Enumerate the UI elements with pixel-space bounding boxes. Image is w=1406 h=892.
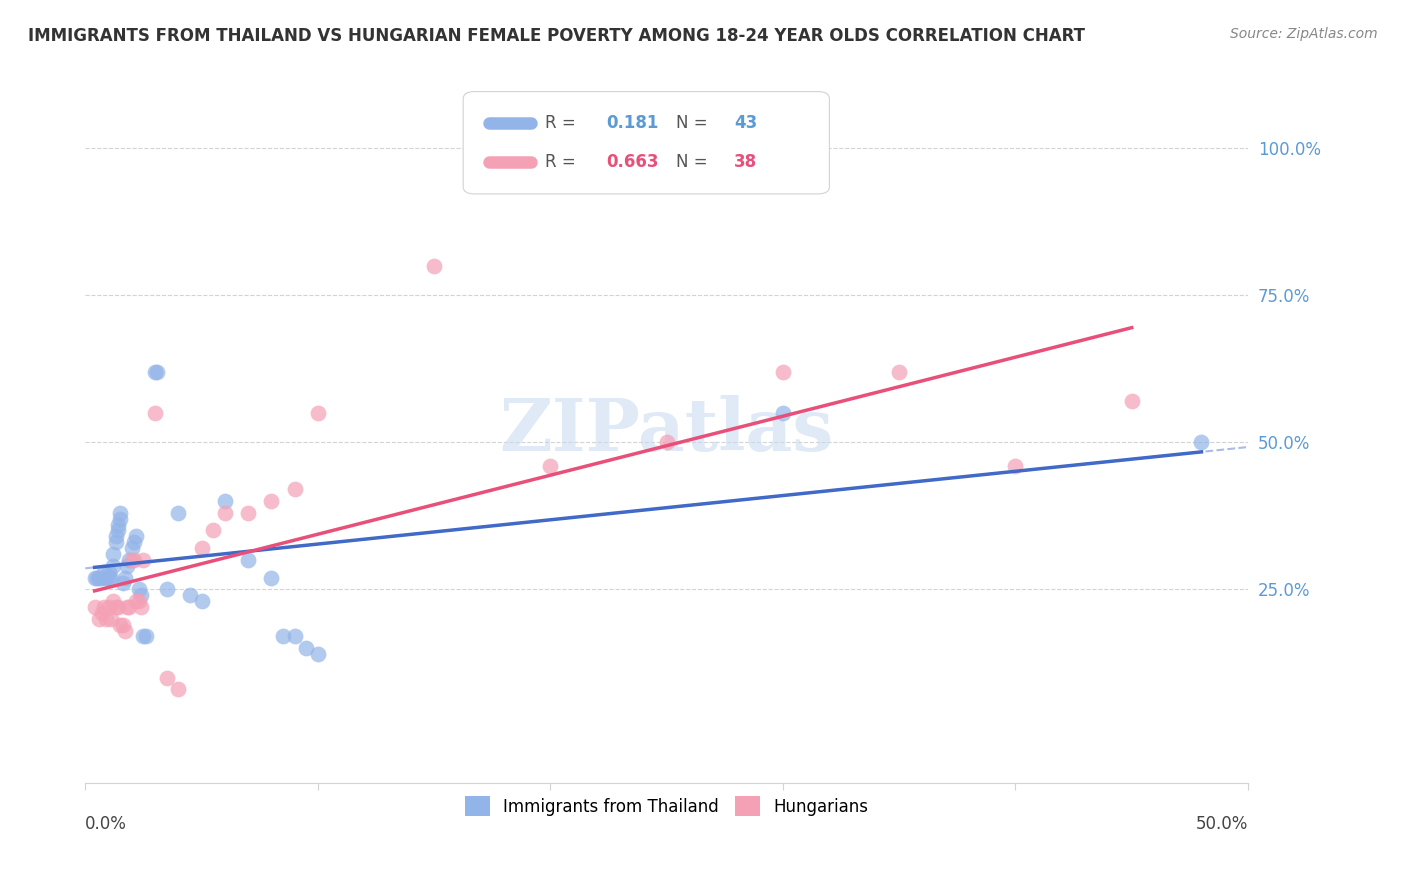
Point	[89, 612, 111, 626]
Point	[284, 483, 307, 497]
Text: 0.0%: 0.0%	[86, 815, 127, 833]
Point	[132, 629, 155, 643]
Point	[271, 629, 294, 643]
Text: 50.0%: 50.0%	[1195, 815, 1249, 833]
Point	[103, 594, 125, 608]
FancyBboxPatch shape	[463, 92, 830, 194]
Point	[103, 547, 125, 561]
Point	[260, 494, 283, 508]
Point	[86, 570, 108, 584]
Point	[107, 599, 129, 614]
Point	[295, 641, 318, 656]
Point	[236, 553, 259, 567]
Point	[83, 570, 105, 584]
Point	[108, 617, 131, 632]
Point	[307, 647, 329, 661]
Point	[307, 406, 329, 420]
Point	[538, 458, 561, 473]
Point	[107, 517, 129, 532]
Point	[90, 570, 112, 584]
Point	[97, 565, 120, 579]
Point	[122, 535, 145, 549]
Point	[104, 535, 127, 549]
Point	[156, 582, 179, 597]
Point	[122, 553, 145, 567]
Point	[1004, 458, 1026, 473]
Point	[104, 599, 127, 614]
Point	[96, 612, 118, 626]
Text: Source: ZipAtlas.com: Source: ZipAtlas.com	[1230, 27, 1378, 41]
Point	[128, 594, 150, 608]
Point	[121, 553, 143, 567]
Point	[104, 529, 127, 543]
Point	[108, 512, 131, 526]
Point	[214, 506, 236, 520]
Text: R =: R =	[544, 114, 581, 132]
Text: R =: R =	[544, 153, 581, 171]
Text: N =: N =	[676, 153, 713, 171]
Point	[97, 599, 120, 614]
Point	[423, 259, 446, 273]
Point	[214, 494, 236, 508]
Point	[889, 365, 911, 379]
Point	[772, 406, 794, 420]
Point	[114, 624, 136, 638]
Point	[115, 558, 138, 573]
Point	[108, 506, 131, 520]
Point	[118, 599, 141, 614]
Point	[121, 541, 143, 556]
Point	[190, 594, 212, 608]
Point	[129, 599, 152, 614]
Point	[146, 365, 169, 379]
Point	[236, 506, 259, 520]
Point	[143, 406, 166, 420]
Point	[260, 570, 283, 584]
Text: N =: N =	[676, 114, 713, 132]
Point	[107, 524, 129, 538]
Point	[100, 570, 122, 584]
Point	[97, 570, 120, 584]
Point	[772, 365, 794, 379]
Point	[167, 682, 190, 697]
Point	[132, 553, 155, 567]
Text: 43: 43	[734, 114, 758, 132]
Point	[118, 553, 141, 567]
Point	[111, 617, 134, 632]
Point	[100, 612, 122, 626]
Legend: Immigrants from Thailand, Hungarians: Immigrants from Thailand, Hungarians	[457, 788, 877, 824]
Point	[179, 588, 201, 602]
Point	[156, 671, 179, 685]
Point	[125, 594, 148, 608]
Point	[135, 629, 157, 643]
Point	[284, 629, 307, 643]
Point	[128, 582, 150, 597]
Point	[89, 570, 111, 584]
Point	[96, 570, 118, 584]
Point	[129, 588, 152, 602]
Point	[115, 599, 138, 614]
Point	[190, 541, 212, 556]
Point	[202, 524, 225, 538]
Text: 0.181: 0.181	[606, 114, 658, 132]
Point	[93, 565, 115, 579]
Text: IMMIGRANTS FROM THAILAND VS HUNGARIAN FEMALE POVERTY AMONG 18-24 YEAR OLDS CORRE: IMMIGRANTS FROM THAILAND VS HUNGARIAN FE…	[28, 27, 1085, 45]
Point	[103, 558, 125, 573]
Text: 0.663: 0.663	[606, 153, 658, 171]
Point	[114, 570, 136, 584]
Point	[125, 529, 148, 543]
Point	[167, 506, 190, 520]
Point	[93, 599, 115, 614]
Point	[143, 365, 166, 379]
Point	[655, 435, 678, 450]
Point	[111, 576, 134, 591]
Point	[1191, 435, 1213, 450]
Point	[83, 599, 105, 614]
Text: 38: 38	[734, 153, 758, 171]
Text: ZIPatlas: ZIPatlas	[499, 395, 834, 466]
Point	[1121, 394, 1143, 409]
Point	[90, 606, 112, 620]
